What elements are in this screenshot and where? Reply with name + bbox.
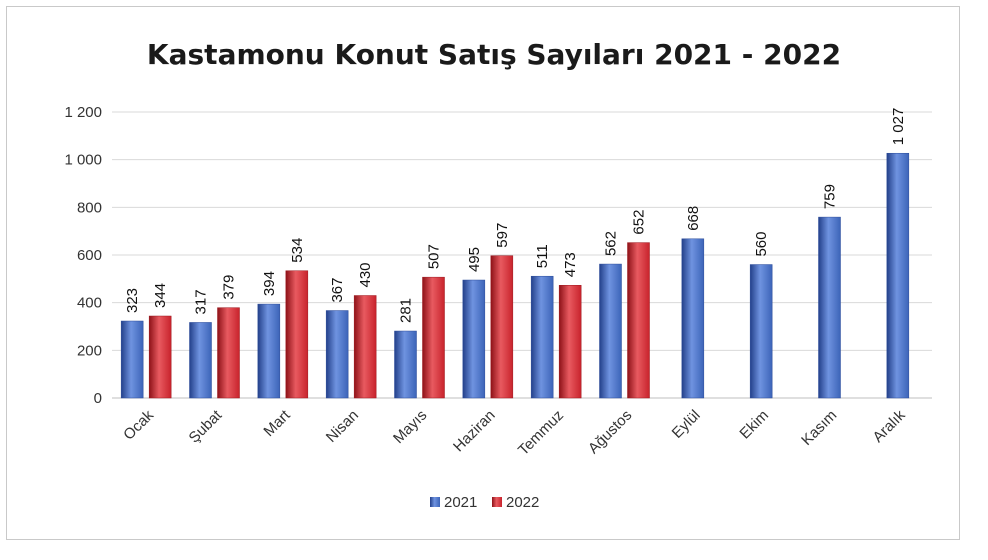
y-tick-label: 1 200 — [64, 104, 102, 121]
bar-2022-Temmuz — [558, 285, 582, 399]
x-tick-label: Kasım — [798, 407, 840, 449]
bar-2021-Aralık — [886, 152, 910, 399]
x-tick-label: Temmuz — [515, 407, 567, 459]
bar-2021-Ocak — [120, 320, 144, 399]
chart-frame — [6, 6, 960, 540]
legend-swatch-2022 — [492, 497, 502, 507]
data-label: 562 — [603, 231, 620, 256]
data-label: 534 — [289, 238, 306, 263]
legend-label: 2022 — [506, 494, 539, 511]
data-label: 668 — [685, 206, 702, 231]
bar-2021-Haziran — [462, 279, 486, 399]
bar-2021-Şubat — [189, 322, 212, 399]
data-label: 507 — [426, 244, 443, 269]
data-label: 495 — [466, 247, 483, 272]
data-label: 323 — [124, 288, 141, 313]
data-label: 597 — [494, 223, 511, 248]
legend-swatch-2021 — [430, 497, 440, 507]
x-tick-label: Haziran — [450, 407, 499, 456]
data-label: 1 027 — [890, 108, 907, 146]
bar-2021-Temmuz — [530, 275, 554, 399]
legend-label: 2021 — [444, 494, 477, 511]
data-label: 394 — [261, 271, 278, 296]
bar-2022-Ağustos — [627, 242, 650, 399]
y-tick-label: 1 000 — [64, 152, 102, 169]
x-tick-label: Mayıs — [390, 407, 430, 447]
data-label: 560 — [753, 232, 770, 257]
bar-2022-Ocak — [148, 315, 172, 399]
bar-2022-Mart — [285, 270, 309, 399]
data-label: 759 — [822, 184, 839, 209]
bar-2021-Eylül — [681, 238, 705, 399]
data-label: 344 — [152, 283, 169, 308]
x-tick-label: Ocak — [120, 406, 157, 443]
x-tick-label: Şubat — [186, 406, 226, 446]
data-label: 473 — [562, 252, 579, 277]
data-label: 511 — [534, 244, 551, 268]
bar-2022-Şubat — [217, 307, 240, 399]
y-tick-label: 400 — [77, 295, 102, 312]
bar-2022-Nisan — [353, 295, 377, 399]
x-tick-label: Aralık — [870, 406, 909, 445]
bar-2022-Haziran — [490, 255, 514, 399]
data-label: 281 — [398, 298, 415, 323]
data-label: 379 — [221, 275, 238, 300]
bar-2022-Mayıs — [422, 276, 445, 399]
bar-2021-Nisan — [325, 310, 349, 399]
data-label: 317 — [193, 289, 210, 314]
x-tick-label: Mart — [260, 406, 294, 440]
bar-2021-Mayıs — [394, 330, 417, 399]
bar-2021-Mart — [257, 303, 281, 399]
x-tick-label: Ekim — [736, 407, 772, 443]
y-tick-label: 0 — [94, 390, 102, 407]
y-tick-label: 200 — [77, 342, 102, 359]
data-label: 652 — [631, 210, 648, 235]
y-tick-label: 800 — [77, 199, 102, 216]
data-label: 430 — [357, 262, 374, 287]
x-tick-label: Ağustos — [585, 407, 635, 457]
x-tick-label: Eylül — [669, 407, 704, 442]
bar-2021-Kasım — [818, 216, 841, 399]
data-label: 367 — [329, 278, 346, 303]
bar-2021-Ekim — [749, 264, 773, 399]
x-tick-label: Nisan — [323, 407, 362, 446]
bar-2021-Ağustos — [599, 263, 622, 399]
y-tick-label: 600 — [77, 247, 102, 264]
chart-title: Kastamonu Konut Satış Sayıları 2021 - 20… — [146, 38, 842, 71]
